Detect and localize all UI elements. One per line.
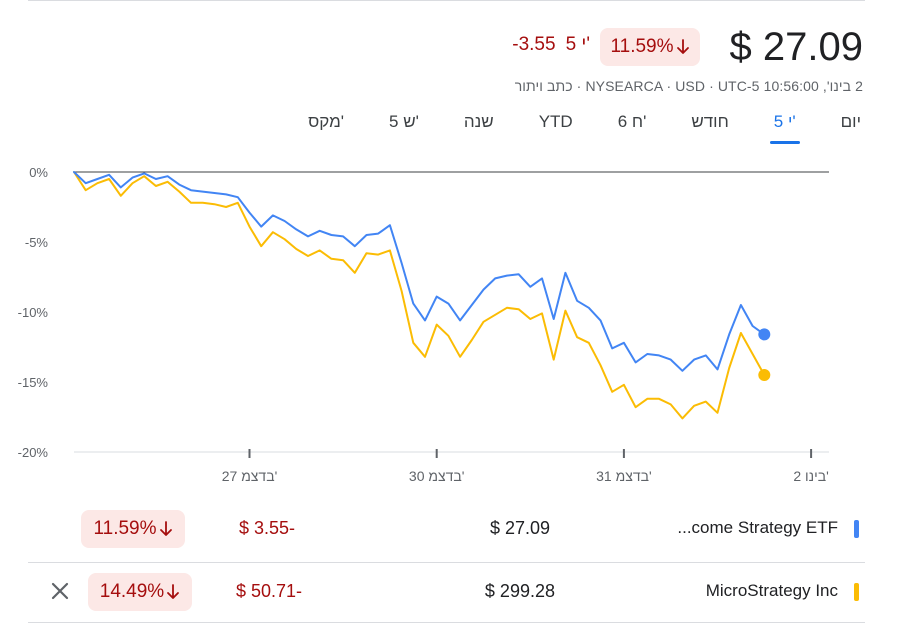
arrow-down-icon (167, 584, 180, 599)
x-tick-label: 30 בדצמ' (409, 468, 465, 484)
change-period: 5 י' (565, 34, 590, 55)
y-tick-label: -15% (18, 375, 49, 390)
x-tick-label: 27 בדצמ' (222, 468, 278, 484)
x-tick-label: 31 בדצמ' (596, 468, 652, 484)
close-icon[interactable] (48, 579, 72, 603)
absolute-change-value: -3.55 (512, 34, 556, 55)
series-color-swatch (854, 520, 859, 538)
row-divider (28, 622, 865, 623)
security-name: ...come Strategy ETF (677, 518, 838, 537)
tab-5y[interactable]: 5 ש' (389, 112, 419, 131)
top-divider (28, 0, 865, 1)
row-price: $ 27.09 (489, 518, 550, 538)
tab-max[interactable]: מקס' (308, 112, 345, 131)
range-tabs: יום 5 י' חודש 6 ח' YTD שנה 5 ש' מקס' (263, 108, 861, 144)
arrow-down-icon (676, 39, 689, 54)
comparison-line-chart[interactable]: 0% -5% -10% -15% -20% 27 בדצמ' 30 בדצמ' 31 בדצמ… (0, 150, 905, 495)
tab-5d[interactable]: 5 י' (769, 108, 800, 144)
series-line (73, 171, 766, 372)
tab-1y[interactable]: שנה (463, 112, 494, 131)
row-change: $ 3.55- (238, 518, 295, 538)
row-percent: 14.49% (99, 581, 165, 602)
tab-ytd[interactable]: YTD (538, 112, 573, 131)
x-tick-label: 2 בינו' (793, 468, 828, 484)
absolute-change: -3.55 5 י' (512, 34, 590, 56)
percent-change-badge: 11.59% (600, 28, 700, 66)
security-name: MicroStrategy Inc (705, 581, 838, 600)
row-percent-badge: 14.49% (88, 573, 192, 611)
current-price: $ 27.09 (729, 25, 863, 69)
y-tick-label: 0% (29, 165, 48, 180)
y-tick-label: -5% (25, 235, 49, 250)
tab-1m[interactable]: חודש (691, 112, 729, 131)
tab-6m[interactable]: 6 ח' (617, 112, 647, 131)
percent-change-value: 11.59% (610, 36, 674, 57)
row-percent: 11.59% (93, 518, 157, 539)
series-color-swatch (854, 583, 859, 601)
row-price: $ 299.28 (484, 581, 555, 601)
row-percent-badge: 11.59% (81, 510, 185, 548)
series-end-point (758, 328, 771, 341)
arrow-down-icon (159, 521, 172, 536)
tab-1d[interactable]: יום (840, 112, 861, 131)
series-line (73, 171, 766, 420)
row-change: $ 50.71- (235, 581, 302, 601)
y-tick-label: -10% (18, 305, 49, 320)
series-end-point (758, 369, 771, 381)
quote-meta: 2 בינו', 10:56:00 NYSEARCA · USD · UTC-5… (514, 78, 863, 94)
comparison-row[interactable]: ...come Strategy ETF $ 27.09 $ 3.55- 11.… (28, 500, 865, 560)
comparison-row[interactable]: MicroStrategy Inc $ 299.28 $ 50.71- 14.4… (28, 562, 865, 623)
y-tick-label: -20% (18, 445, 49, 460)
